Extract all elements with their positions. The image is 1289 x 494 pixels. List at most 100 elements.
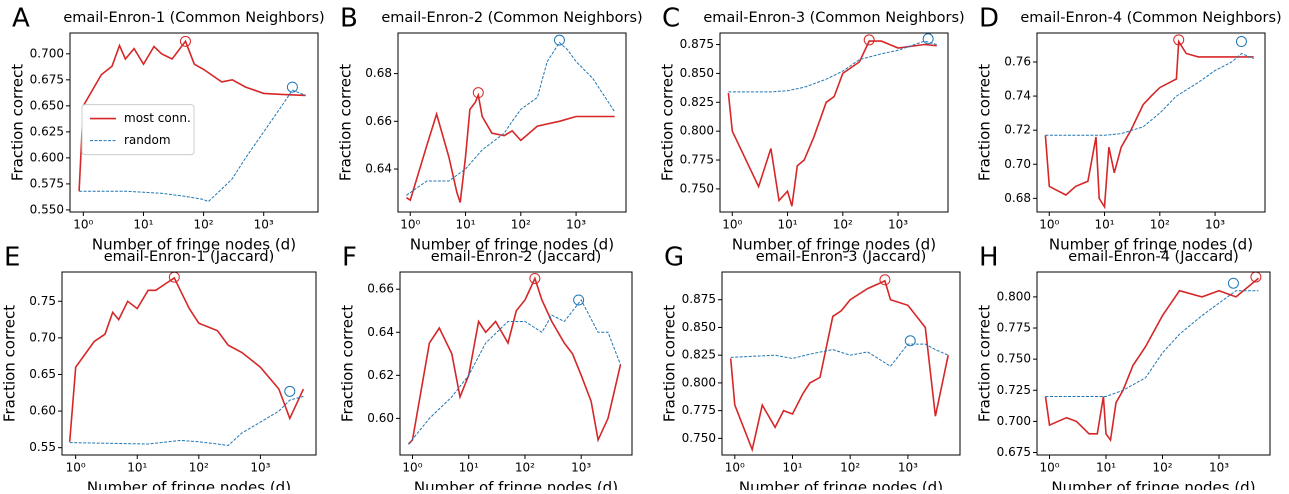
- y-axis-label: Fraction correct: [976, 305, 994, 422]
- y-tick-label: 0.64: [367, 325, 394, 339]
- panel-letter: H: [979, 243, 999, 273]
- x-tick-label: 10⁰: [66, 461, 86, 475]
- y-tick-label: 0.68: [365, 66, 392, 80]
- series-line: [1045, 52, 1254, 136]
- plot-frame: [61, 271, 317, 456]
- y-tick-label: 0.70: [1004, 157, 1031, 171]
- x-tick-label: 10³: [250, 461, 270, 475]
- x-tick-label: 10¹: [777, 218, 797, 232]
- y-tick-label: 0.800: [682, 375, 716, 389]
- x-tick-label: 10³: [898, 461, 918, 475]
- max-marker: [286, 81, 298, 93]
- y-axis-label: Fraction correct: [337, 64, 355, 181]
- panel-title: email-Enron-2 (Common Neighbors): [381, 10, 642, 26]
- y-tick-label: 0.825: [680, 95, 714, 109]
- series-line: [727, 40, 937, 207]
- x-tick-label: 10²: [515, 461, 535, 475]
- y-tick-label: 0.675: [997, 445, 1031, 459]
- x-tick-label: 10²: [833, 218, 853, 232]
- panel-letter: G: [664, 243, 684, 273]
- series-line: [1044, 277, 1260, 443]
- y-tick-label: 0.700: [997, 414, 1031, 428]
- y-tick-label: 0.875: [680, 37, 714, 51]
- x-tick-label: 10⁰: [725, 461, 745, 475]
- panel-letter: E: [4, 243, 20, 273]
- series-line: [1044, 38, 1254, 210]
- y-tick-label: 0.60: [367, 411, 394, 425]
- plot-frame: [1036, 32, 1266, 213]
- series-line: [78, 39, 306, 192]
- x-tick-label: 10²: [511, 218, 531, 232]
- y-tick-label: 0.66: [367, 282, 394, 296]
- max-marker: [472, 87, 484, 99]
- x-tick-label: 10²: [1150, 218, 1170, 232]
- series-line: [1045, 290, 1259, 397]
- y-tick-label: 0.775: [682, 403, 716, 417]
- y-tick-label: 0.68: [1004, 191, 1031, 205]
- series-line: [729, 279, 949, 453]
- max-marker: [1227, 277, 1239, 289]
- y-tick-label: 0.800: [997, 289, 1031, 303]
- x-tick-label: 10⁰: [402, 461, 422, 475]
- x-axis-label: Number of fringe nodes (d): [92, 236, 296, 254]
- y-tick-label: 0.62: [367, 368, 394, 382]
- max-marker: [863, 34, 875, 46]
- x-tick-label: 10¹: [1094, 218, 1114, 232]
- x-tick-label: 10³: [566, 218, 586, 232]
- plot-frame: [69, 32, 319, 213]
- y-tick-label: 0.55: [29, 440, 56, 454]
- panel-title: email-Enron-4 (Common Neighbors): [1020, 10, 1281, 26]
- x-tick-label: 10¹: [782, 461, 802, 475]
- y-tick-label: 0.750: [682, 431, 716, 445]
- x-tick-label: 10⁰: [1039, 218, 1059, 232]
- y-tick-label: 0.750: [680, 181, 714, 195]
- series-line: [728, 40, 937, 93]
- plot-frame: [397, 32, 627, 213]
- max-marker: [904, 335, 916, 347]
- x-tick-label: 10¹: [459, 461, 479, 475]
- max-marker: [1235, 36, 1247, 48]
- x-tick-label: 10¹: [133, 218, 153, 232]
- panel-title: email-Enron-3 (Common Neighbors): [703, 10, 964, 26]
- x-tick-label: 10²: [840, 461, 860, 475]
- max-marker: [179, 35, 191, 47]
- max-marker: [553, 34, 565, 46]
- y-axis-label: Fraction correct: [659, 64, 677, 181]
- panel-letter: C: [662, 4, 680, 34]
- y-tick-label: 0.750: [997, 352, 1031, 366]
- x-tick-label: 10³: [1209, 461, 1229, 475]
- x-tick-label: 10⁰: [73, 218, 93, 232]
- panel-title: email-Enron-2 (Jaccard): [431, 249, 602, 265]
- x-tick-label: 10¹: [127, 461, 147, 475]
- y-tick-label: 0.850: [680, 66, 714, 80]
- legend-label: random: [124, 133, 171, 147]
- x-tick-label: 10³: [254, 218, 274, 232]
- plot-frame: [399, 271, 633, 456]
- panel-title: email-Enron-3 (Jaccard): [756, 249, 927, 265]
- x-axis-label: Number of fringe nodes (d): [739, 479, 943, 491]
- legend-label: most conn.: [124, 111, 191, 125]
- y-axis-label: Fraction correct: [976, 64, 994, 181]
- series-line: [408, 299, 621, 445]
- panel-letter: A: [12, 4, 30, 34]
- y-tick-label: 0.74: [1004, 89, 1031, 103]
- y-tick-label: 0.66: [365, 114, 392, 128]
- panel-title: email-Enron-1 (Jaccard): [104, 249, 275, 265]
- x-axis-label: Number of fringe nodes (d): [1051, 479, 1255, 491]
- panel-letter: F: [342, 243, 357, 273]
- x-tick-label: 10³: [888, 218, 908, 232]
- y-tick-label: 0.825: [682, 348, 716, 362]
- y-tick-label: 0.575: [30, 176, 64, 190]
- y-tick-label: 0.70: [29, 330, 56, 344]
- y-axis-label: Fraction correct: [9, 64, 27, 181]
- x-tick-label: 10²: [1152, 461, 1172, 475]
- series-line: [69, 395, 304, 447]
- series-line: [407, 276, 622, 445]
- x-tick-label: 10³: [571, 461, 591, 475]
- x-tick-label: 10²: [189, 461, 209, 475]
- series-line: [79, 89, 306, 203]
- max-marker: [284, 385, 296, 397]
- y-axis-label: Fraction correct: [661, 305, 679, 422]
- y-tick-label: 0.800: [680, 124, 714, 138]
- x-axis-label: Number of fringe nodes (d): [410, 236, 614, 254]
